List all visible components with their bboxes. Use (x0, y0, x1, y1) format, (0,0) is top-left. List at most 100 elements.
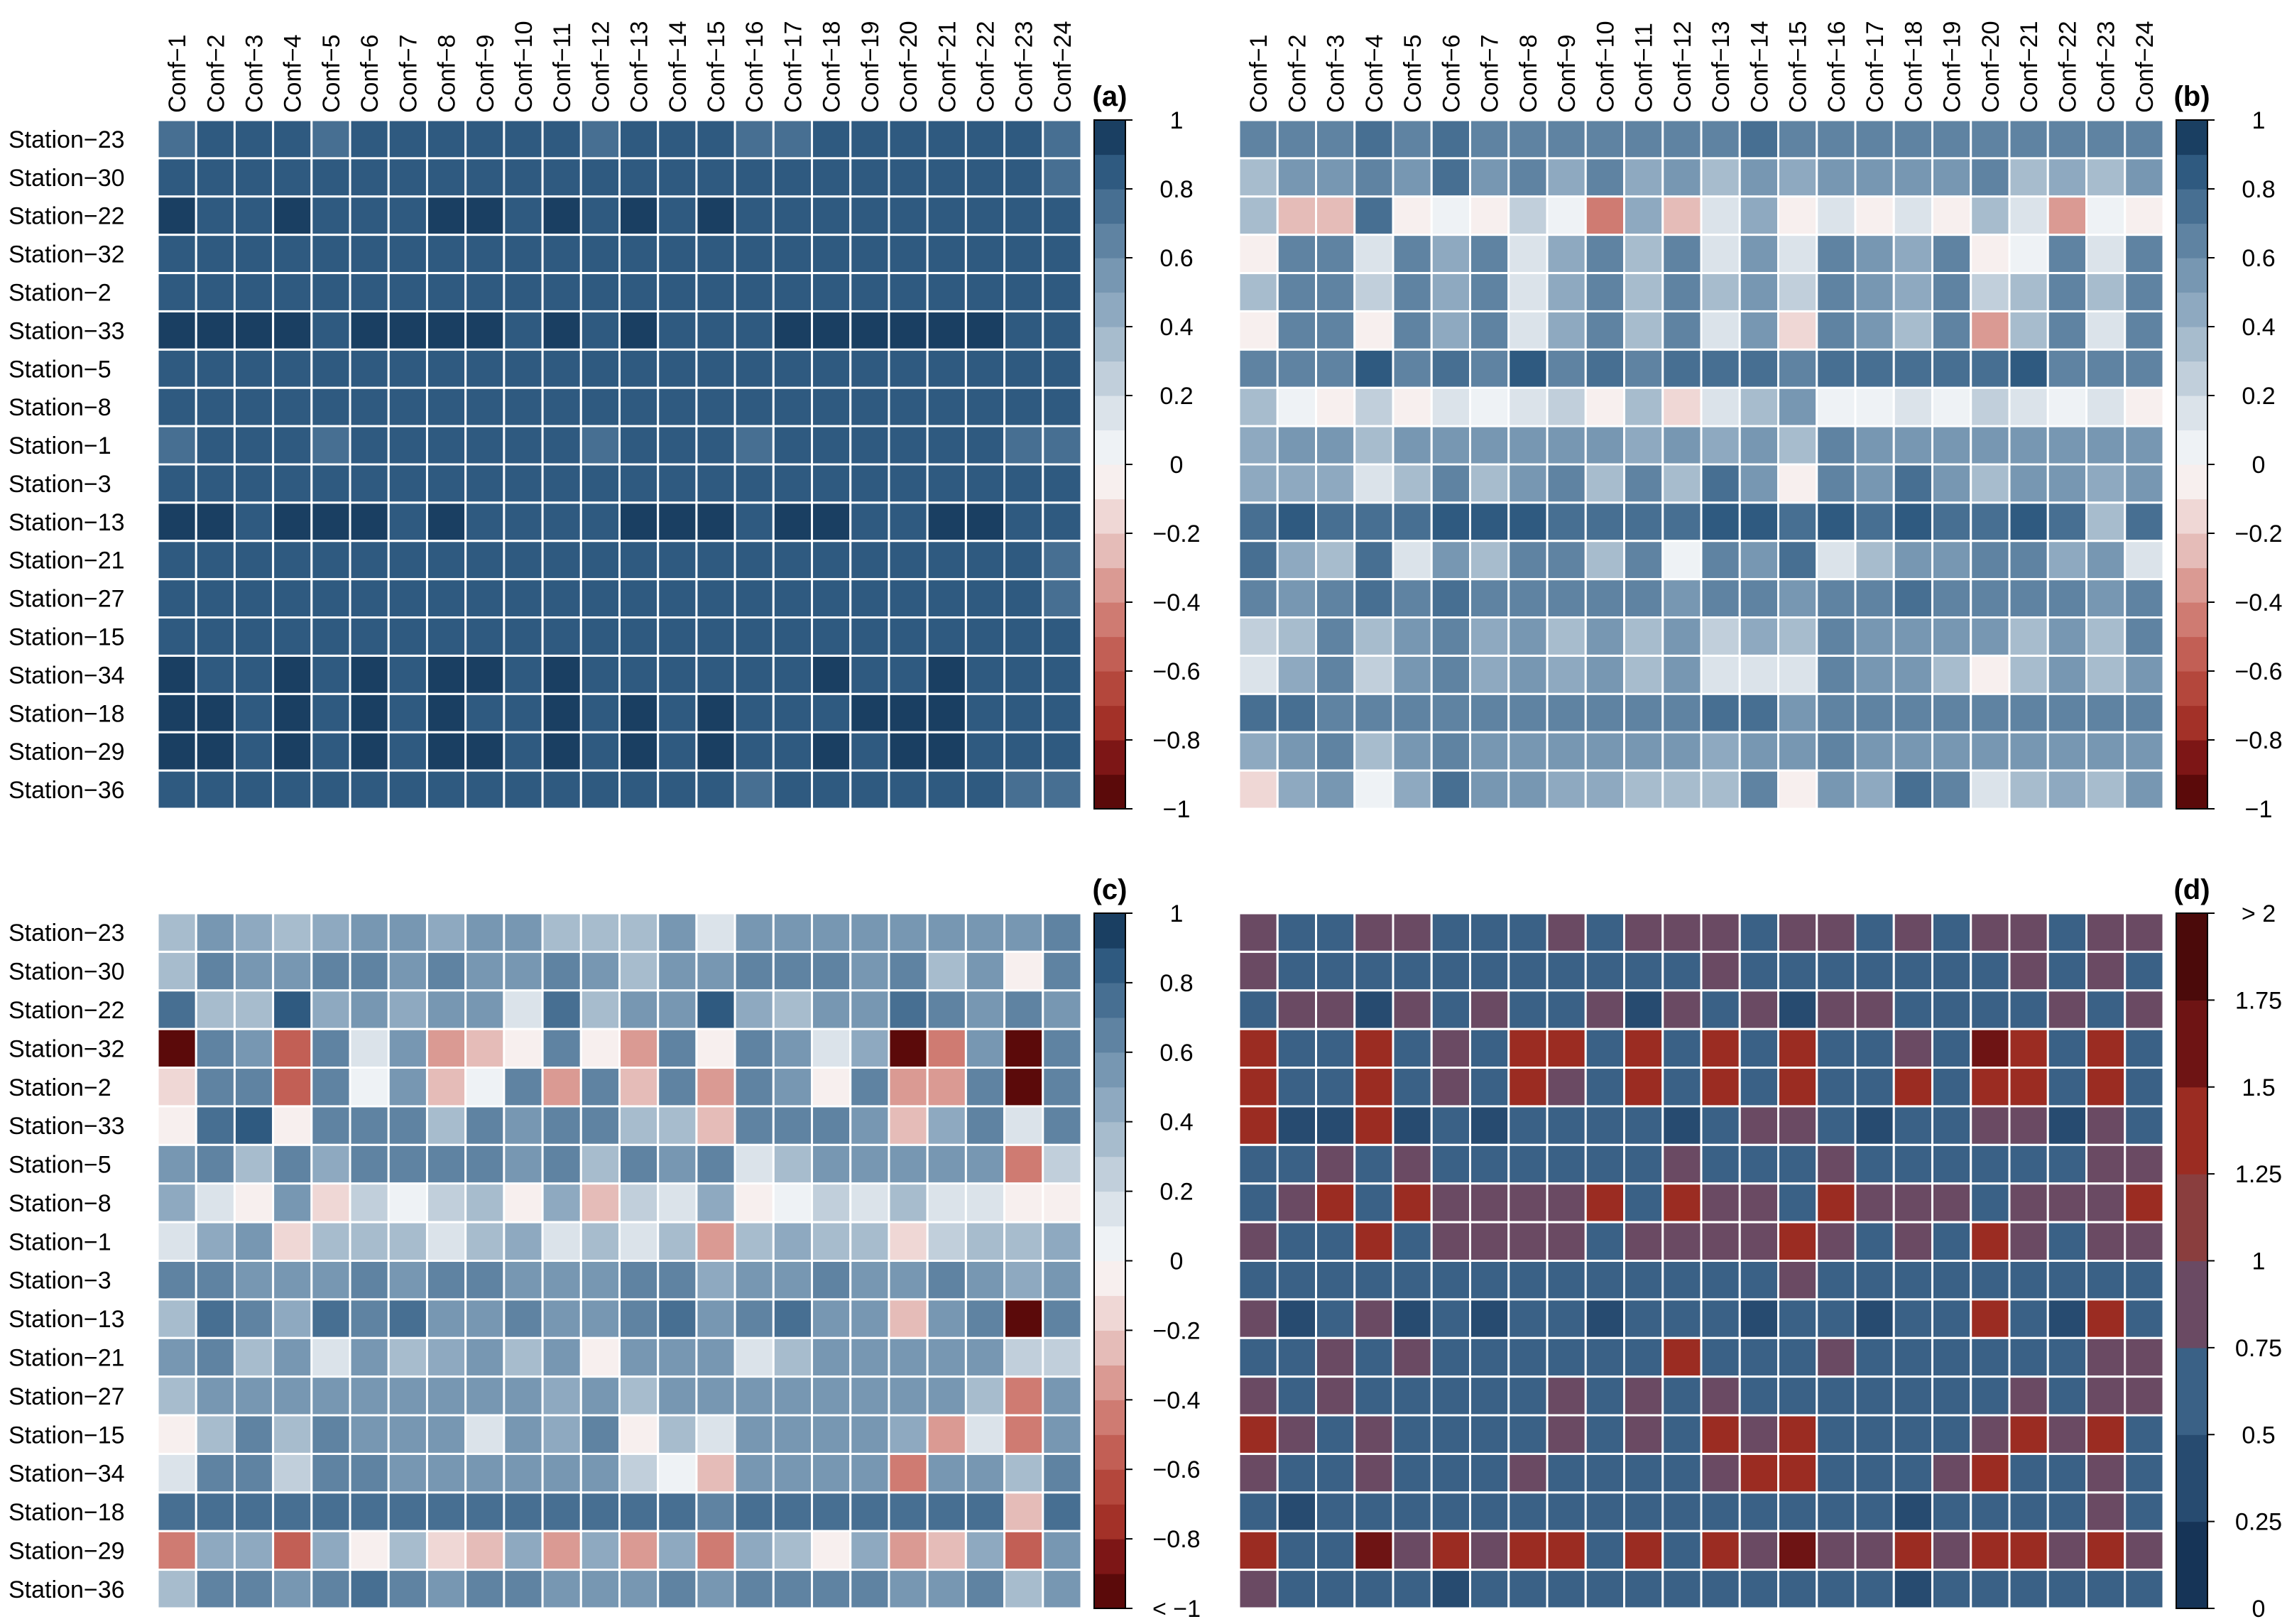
heatmap-cell (195, 1067, 236, 1108)
heatmap-cell (1777, 348, 1818, 389)
heatmap-cell (1353, 348, 1394, 389)
heatmap-cell (387, 1260, 428, 1301)
heatmap-cell (579, 540, 621, 581)
heatmap-cell (2124, 1414, 2165, 1455)
heatmap-cell (503, 1028, 544, 1069)
heatmap-cell (772, 234, 814, 275)
heatmap-cell (1042, 692, 1083, 734)
heatmap-cell (349, 348, 390, 389)
heatmap-cell (349, 912, 390, 953)
colorbar-tick-label: −0.2 (1152, 1317, 1200, 1344)
heatmap-cell (733, 912, 775, 953)
column-label: Conf−5 (1399, 34, 1426, 113)
heatmap-cell (1700, 1105, 1741, 1146)
heatmap-cell (233, 348, 275, 389)
heatmap-cell (733, 234, 775, 275)
heatmap-cell (772, 1260, 814, 1301)
heatmap-cell (1970, 1105, 2011, 1146)
heatmap-cell (233, 1569, 275, 1610)
column-label: Conf−11 (549, 23, 576, 113)
heatmap-cell (2046, 119, 2087, 160)
heatmap-cell (1584, 1569, 1625, 1610)
heatmap-cell (2046, 386, 2087, 427)
heatmap-cell (1507, 1452, 1549, 1494)
heatmap-cell (233, 1105, 275, 1146)
colorbar-tick-label: 0.8 (1159, 176, 1193, 203)
heatmap-cell (2085, 119, 2127, 160)
heatmap-cell (733, 692, 775, 734)
heatmap-cell (1430, 310, 1471, 351)
heatmap-cell (1970, 1569, 2011, 1610)
heatmap-cell (1546, 1067, 1587, 1108)
heatmap-cell (1970, 1375, 2011, 1417)
heatmap-cell (1392, 950, 1433, 992)
heatmap-cell (1738, 425, 1779, 466)
heatmap-cell (1430, 234, 1471, 275)
heatmap-cell (1970, 1260, 2011, 1301)
heatmap-cell (1315, 578, 1356, 619)
heatmap-cell (233, 912, 275, 953)
column-label: Conf−18 (1900, 21, 1927, 114)
heatmap-cell (888, 912, 929, 953)
heatmap-cell (1003, 195, 1044, 236)
heatmap-cell (926, 912, 967, 953)
heatmap-cell (1584, 616, 1625, 657)
heatmap-cell (1584, 1336, 1625, 1378)
heatmap-cell (2008, 386, 2049, 427)
heatmap-cell (1276, 1375, 1317, 1417)
heatmap-cell (1661, 1298, 1703, 1339)
heatmap-cell (926, 989, 967, 1030)
heatmap-cell (503, 157, 544, 198)
heatmap-cell (541, 769, 582, 810)
heatmap-cell (195, 769, 236, 810)
heatmap-cell (733, 989, 775, 1030)
heatmap-cell (1816, 1452, 1857, 1494)
heatmap-cell (1584, 1067, 1625, 1108)
heatmap-cell (657, 234, 698, 275)
heatmap-cell (1623, 157, 1664, 198)
heatmap-cell (1700, 912, 1741, 953)
colorbar-swatch (2176, 671, 2207, 707)
heatmap-cell (1931, 463, 1972, 504)
heatmap-cell (733, 157, 775, 198)
heatmap-cell (541, 1260, 582, 1301)
heatmap-cell (2008, 348, 2049, 389)
heatmap-cell (1931, 425, 1972, 466)
heatmap-cell (579, 1491, 621, 1532)
heatmap-cell (1469, 1221, 1510, 1262)
heatmap-cell (310, 157, 351, 198)
heatmap-cell (695, 1569, 736, 1610)
heatmap-cell (310, 1414, 351, 1455)
heatmap-cell (1661, 950, 1703, 992)
heatmap-cell (1623, 731, 1664, 772)
heatmap-cell (1970, 195, 2011, 236)
heatmap-cell (272, 1182, 313, 1224)
heatmap-cell (811, 1452, 852, 1494)
heatmap-cell (1661, 1143, 1703, 1185)
heatmap-cell (657, 769, 698, 810)
heatmap-cell (195, 195, 236, 236)
heatmap-cell (1042, 1298, 1083, 1339)
heatmap-cell (1700, 425, 1741, 466)
heatmap-cell (695, 912, 736, 953)
heatmap-cell (1777, 1491, 1818, 1532)
heatmap-cell (1584, 692, 1625, 734)
heatmap-cell (579, 463, 621, 504)
heatmap-cell (657, 1260, 698, 1301)
heatmap-cell (2085, 272, 2127, 312)
heatmap-cell (1623, 692, 1664, 734)
heatmap-cell (1777, 272, 1818, 312)
heatmap-cell (1623, 348, 1664, 389)
heatmap-cell (1276, 1298, 1317, 1339)
colorbar-tick-label: < −1 (1152, 1596, 1201, 1623)
heatmap-cell (1430, 1221, 1471, 1262)
heatmap-cell (464, 654, 506, 695)
column-label: Conf−19 (1939, 21, 1966, 114)
heatmap-cell (1816, 1028, 1857, 1069)
heatmap-cell (1003, 1414, 1044, 1455)
colorbar-tick-label: 0.75 (2235, 1335, 2282, 1362)
heatmap-cell (1816, 195, 1857, 236)
heatmap-cell (1816, 1414, 1857, 1455)
heatmap-cell (1892, 386, 1933, 427)
heatmap-cell (1661, 1105, 1703, 1146)
